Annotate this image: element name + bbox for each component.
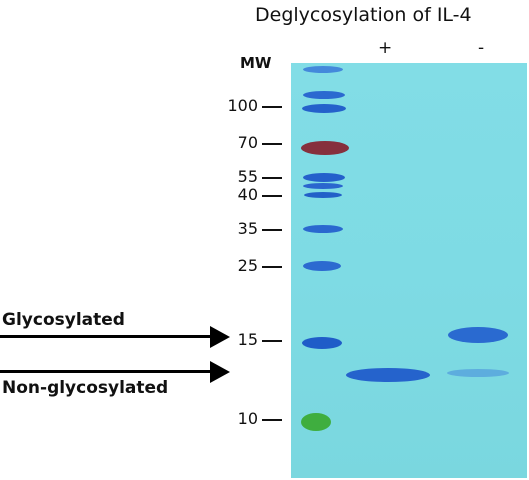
- ladder-band-top: [303, 66, 343, 73]
- callout-non-glycosylated: Non-glycosylated: [2, 378, 169, 398]
- ladder-band-40: [304, 192, 342, 198]
- marker-label-25: 25: [237, 256, 258, 275]
- sample-band-plus-nonglyco: [346, 368, 430, 382]
- marker-label-100: 100: [227, 96, 258, 115]
- lane-label-minus: -: [478, 38, 485, 58]
- ladder-band-25: [303, 261, 341, 271]
- marker-label-15: 15: [237, 330, 258, 349]
- marker-label-40: 40: [237, 185, 258, 204]
- marker-label-35: 35: [237, 219, 258, 238]
- callout-glycosylated: Glycosylated: [2, 310, 125, 330]
- lane-label-plus: +: [378, 38, 393, 58]
- marker-tick-15: [262, 340, 282, 342]
- ladder-band-130: [303, 91, 345, 99]
- marker-tick-100: [262, 106, 282, 108]
- gel-image: [291, 63, 527, 478]
- ladder-band-35: [303, 225, 343, 233]
- sample-band-minus-nonglyco: [447, 369, 509, 377]
- arrow-glycosylated-head: [210, 326, 230, 348]
- marker-tick-40: [262, 195, 282, 197]
- marker-tick-55: [262, 177, 282, 179]
- arrow-non-glycosylated-shaft: [0, 370, 212, 373]
- marker-label-70: 70: [237, 133, 258, 152]
- ladder-band-100: [302, 104, 346, 113]
- ladder-band-70: [301, 141, 349, 155]
- mw-label: MW: [240, 54, 272, 72]
- arrow-glycosylated-shaft: [0, 335, 212, 338]
- marker-tick-35: [262, 229, 282, 231]
- arrow-non-glycosylated-head: [210, 361, 230, 383]
- ladder-band-10: [301, 413, 331, 431]
- marker-label-55: 55: [237, 167, 258, 186]
- ladder-band-15: [302, 337, 342, 349]
- marker-tick-70: [262, 143, 282, 145]
- marker-tick-10: [262, 419, 282, 421]
- sample-band-minus-glyco: [448, 327, 508, 343]
- ladder-band-55a: [303, 173, 345, 182]
- ladder-band-55b: [303, 183, 343, 189]
- marker-label-10: 10: [237, 409, 258, 428]
- marker-tick-25: [262, 266, 282, 268]
- figure-title: Deglycosylation of IL-4: [255, 4, 472, 26]
